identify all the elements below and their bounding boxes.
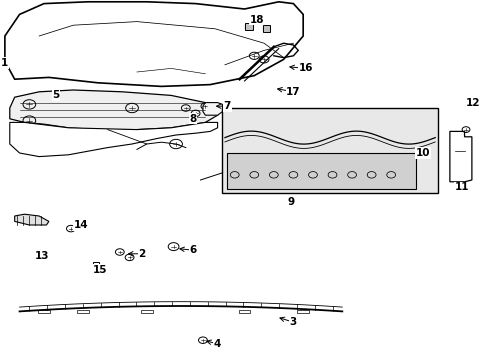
- Text: 7: 7: [223, 101, 231, 111]
- Text: 17: 17: [285, 87, 300, 97]
- Bar: [227, 153, 415, 189]
- Text: 5: 5: [53, 90, 60, 100]
- Text: 11: 11: [454, 182, 468, 192]
- Bar: [77, 310, 89, 313]
- Text: 6: 6: [189, 245, 196, 255]
- Text: 9: 9: [287, 197, 294, 207]
- Text: 18: 18: [249, 15, 264, 25]
- Bar: [245, 23, 253, 30]
- Bar: [238, 310, 250, 313]
- Text: 2: 2: [138, 249, 145, 259]
- Bar: [262, 25, 270, 32]
- Text: 3: 3: [289, 317, 296, 327]
- Text: 14: 14: [73, 220, 88, 230]
- Text: 8: 8: [189, 114, 196, 124]
- Polygon shape: [10, 90, 217, 130]
- Polygon shape: [449, 131, 471, 182]
- Text: 16: 16: [298, 63, 312, 73]
- Bar: [222, 108, 437, 193]
- Polygon shape: [15, 214, 49, 225]
- Polygon shape: [5, 2, 303, 86]
- Bar: [93, 262, 99, 268]
- Bar: [297, 310, 308, 313]
- Polygon shape: [203, 103, 222, 115]
- Text: 13: 13: [34, 251, 49, 261]
- Bar: [38, 310, 50, 313]
- Text: 15: 15: [93, 265, 107, 275]
- Bar: [141, 310, 152, 313]
- Text: 4: 4: [213, 339, 221, 349]
- Text: 12: 12: [465, 98, 479, 108]
- Text: 1: 1: [1, 58, 8, 68]
- Text: 10: 10: [415, 148, 429, 158]
- Polygon shape: [10, 122, 217, 157]
